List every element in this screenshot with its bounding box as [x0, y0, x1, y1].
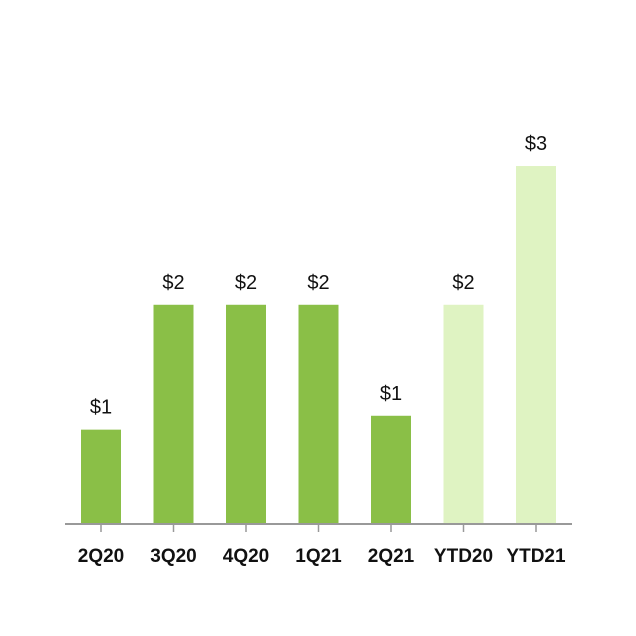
bar-ytd21: [516, 166, 556, 524]
x-tick-label-4q20: 4Q20: [223, 546, 269, 567]
x-tick-label-ytd21: YTD21: [506, 546, 566, 567]
bar-ytd20: [443, 304, 484, 524]
data-label-2q20: $1: [90, 397, 112, 419]
x-tick-label-3q20: 3Q20: [150, 546, 196, 567]
data-label-4q20: $2: [235, 272, 257, 294]
data-label-ytd20: $2: [452, 272, 474, 294]
data-label-1q21: $2: [307, 272, 329, 294]
data-label-3q20: $2: [162, 272, 184, 294]
bar-1q21: [298, 304, 339, 524]
value-labels-group: $1 $2 $2 $2 $1 $2 $3: [90, 133, 547, 419]
bar-2q20: [81, 429, 121, 524]
x-tick-label-ytd20: YTD20: [434, 546, 493, 567]
data-label-2q21: $1: [380, 383, 402, 405]
x-tick-label-2q21: 2Q21: [368, 546, 415, 567]
bar-4q20: [226, 304, 266, 524]
x-tick-label-1q21: 1Q21: [295, 546, 342, 567]
category-labels-group: 2Q20 3Q20 4Q20 1Q21 2Q21 YTD20 YTD21: [78, 546, 566, 567]
bars-group: [81, 166, 556, 524]
data-label-ytd21: $3: [525, 133, 547, 155]
x-tick-label-2q20: 2Q20: [78, 546, 124, 567]
bar-3q20: [153, 304, 194, 524]
bar-2q21: [371, 415, 411, 524]
x-ticks-group: [100, 524, 537, 532]
